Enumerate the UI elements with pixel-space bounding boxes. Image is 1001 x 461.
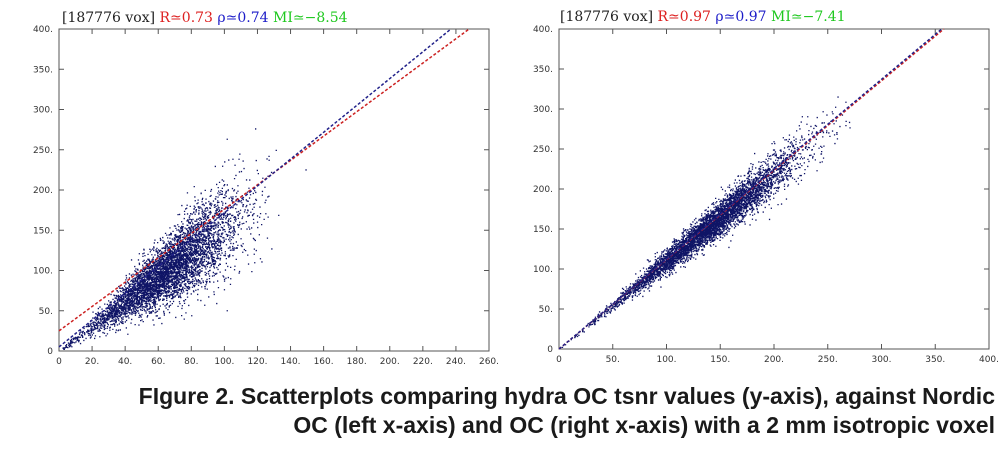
x-tick-label: 150. bbox=[710, 355, 730, 365]
mutual-info-label: MI≃−8.54 bbox=[269, 10, 348, 26]
regression-line bbox=[58, 28, 452, 348]
y-tick-label: 300. bbox=[533, 105, 553, 115]
y-tick-label: 0 bbox=[47, 347, 53, 357]
x-tick-label: 200. bbox=[764, 355, 784, 365]
spearman-rho-label: ρ≃0.97 bbox=[711, 9, 767, 25]
x-tick-label: 100. bbox=[214, 357, 234, 367]
mutual-info-label: MI≃−7.41 bbox=[767, 9, 846, 25]
x-tick-label: 160. bbox=[314, 357, 334, 367]
x-tick-label: 60. bbox=[151, 357, 165, 367]
y-tick-label: 400. bbox=[533, 25, 553, 35]
x-tick-label: 200. bbox=[380, 357, 400, 367]
y-tick-label: 200. bbox=[533, 185, 553, 195]
regression-line bbox=[558, 28, 943, 350]
x-tick-label: 40. bbox=[118, 357, 132, 367]
scatter-points bbox=[62, 128, 311, 350]
y-tick-label: 0 bbox=[547, 345, 553, 355]
pearson-r-label: R≃0.73 bbox=[155, 10, 213, 26]
x-tick-label: 350. bbox=[925, 355, 945, 365]
scatter-points bbox=[561, 96, 851, 349]
pearson-r-label: R≃0.97 bbox=[653, 9, 711, 25]
stats-header: [187776 vox] R≃0.73 ρ≃0.74 MI≃−8.54 bbox=[62, 10, 348, 26]
caption-line-2: OC (left x-axis) and OC (right x-axis) w… bbox=[293, 412, 995, 438]
y-tick-label: 250. bbox=[533, 145, 553, 155]
y-tick-label: 300. bbox=[33, 106, 53, 116]
y-tick-label: 350. bbox=[33, 65, 53, 75]
regression-line bbox=[58, 28, 470, 332]
x-tick-label: 260. bbox=[479, 357, 499, 367]
y-tick-label: 100. bbox=[33, 267, 53, 277]
x-tick-label: 50. bbox=[606, 355, 620, 365]
x-tick-label: 0 bbox=[556, 355, 562, 365]
y-tick-label: 150. bbox=[533, 225, 553, 235]
x-tick-label: 120. bbox=[247, 357, 267, 367]
y-tick-label: 50. bbox=[39, 307, 53, 317]
caption-line-1: FIgure 2. Scatterplots comparing hydra O… bbox=[138, 383, 995, 409]
stats-header: [187776 vox] R≃0.97 ρ≃0.97 MI≃−7.41 bbox=[560, 9, 846, 25]
x-tick-label: 20. bbox=[85, 357, 99, 367]
left-scatterplot: [187776 vox] R≃0.73 ρ≃0.74 MI≃−8.54 0 50. 1… bbox=[33, 10, 499, 367]
x-tick-label: 100. bbox=[656, 355, 676, 365]
y-tick-label: 250. bbox=[33, 146, 53, 156]
x-tick-label: 140. bbox=[281, 357, 301, 367]
y-tick-label: 150. bbox=[33, 226, 53, 236]
voxel-count-label: [187776 vox] bbox=[560, 9, 653, 25]
y-tick-label: 200. bbox=[33, 186, 53, 196]
x-tick-label: 240. bbox=[446, 357, 466, 367]
x-tick-label: 180. bbox=[347, 357, 367, 367]
right-scatterplot: [187776 vox] R≃0.97 ρ≃0.97 MI≃−7.41 0 50. 1… bbox=[533, 9, 999, 365]
y-tick-label: 50. bbox=[539, 305, 553, 315]
x-tick-label: 80. bbox=[184, 357, 198, 367]
spearman-rho-label: ρ≃0.74 bbox=[213, 10, 269, 26]
x-tick-label: 0 bbox=[56, 357, 62, 367]
y-tick-label: 350. bbox=[533, 65, 553, 75]
x-tick-label: 250. bbox=[818, 355, 838, 365]
y-tick-label: 400. bbox=[33, 25, 53, 35]
x-tick-label: 400. bbox=[979, 355, 999, 365]
x-tick-label: 300. bbox=[871, 355, 891, 365]
y-tick-label: 100. bbox=[533, 265, 553, 275]
voxel-count-label: [187776 vox] bbox=[62, 10, 155, 26]
scatterplot-figure: [187776 vox] R≃0.73 ρ≃0.74 MI≃−8.54 0 50. 1… bbox=[33, 9, 999, 367]
x-tick-label: 220. bbox=[413, 357, 433, 367]
